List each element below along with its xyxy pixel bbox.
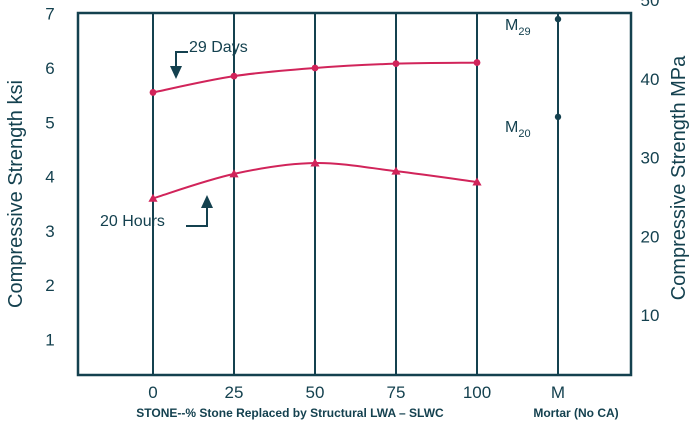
data-point-20-hours <box>391 166 401 175</box>
mortar-29-label: M29 <box>505 17 531 38</box>
y-tick-label-left: 5 <box>45 113 54 132</box>
x-tick-label: 75 <box>387 383 406 402</box>
mortar-points <box>554 15 562 121</box>
data-point-20-hours <box>310 158 320 167</box>
plot-frame <box>76 11 633 377</box>
annotation-20-hours: 20 Hours <box>100 195 213 230</box>
y-tick-label-right: 30 <box>641 149 660 168</box>
y-tick-label-left: 4 <box>45 168 54 187</box>
annotation-20-hours-label: 20 Hours <box>100 213 165 230</box>
y-tick-label-right: 50 <box>641 0 660 10</box>
left-y-axis: 1 2 3 4 5 6 7 <box>45 5 54 350</box>
y-tick-label-right: 40 <box>641 70 660 89</box>
data-point-29-days <box>473 59 481 66</box>
data-point-29-days <box>149 89 157 96</box>
y-tick-label-left: 2 <box>45 276 54 295</box>
y-axis-title-left: Compressive Strength ksi <box>5 80 27 308</box>
x-tick-label: 25 <box>225 383 244 402</box>
data-point-29-days <box>392 60 400 68</box>
vertical-gridlines <box>152 13 559 375</box>
y-tick-label-left: 3 <box>45 222 54 241</box>
y-tick-label-right: 20 <box>641 227 660 246</box>
x-tick-label: 100 <box>463 383 491 402</box>
annotation-29-days-label: 29 Days <box>189 39 248 56</box>
data-point-29-days <box>230 72 238 80</box>
mortar-29-subscript: 29 <box>518 26 530 38</box>
mortar-20-subscript: 20 <box>518 128 530 140</box>
series-layer <box>148 59 482 202</box>
data-point-20-hours <box>472 177 482 186</box>
right-y-axis: 10 20 30 40 50 <box>641 0 660 325</box>
arrow-up-icon <box>201 195 213 208</box>
data-point-20-hours <box>148 193 158 202</box>
x-axis-title: STONE--% Stone Replaced by Structural LW… <box>136 406 444 420</box>
x-tick-label: 50 <box>306 383 325 402</box>
data-point-20-hours <box>229 169 239 178</box>
mortar-point-29 <box>554 15 562 23</box>
annotation-29-days: 29 Days <box>170 39 248 79</box>
data-point-29-days <box>311 64 319 72</box>
x-axis-title-mortar: Mortar (No CA) <box>533 406 618 420</box>
y-tick-label-left: 1 <box>45 331 54 350</box>
y-tick-label-left: 7 <box>45 5 54 24</box>
y-tick-label-left: 6 <box>45 59 54 78</box>
mortar-point-20 <box>554 113 562 121</box>
mortar-20-letter: M <box>505 119 518 136</box>
x-tick-label: M <box>551 383 565 402</box>
annotation-29-days-leader <box>175 51 188 68</box>
arrow-down-icon <box>170 66 182 79</box>
y-axis-title-right: Compressive Strength MPa <box>668 55 689 300</box>
y-tick-label-right: 10 <box>641 306 660 325</box>
annotation-20-hours-leader <box>186 207 208 227</box>
mortar-29-letter: M <box>505 17 518 34</box>
mortar-20-label: M20 <box>505 119 531 140</box>
x-axis: 0 25 50 75 100 M <box>148 383 565 402</box>
x-tick-label: 0 <box>148 383 157 402</box>
